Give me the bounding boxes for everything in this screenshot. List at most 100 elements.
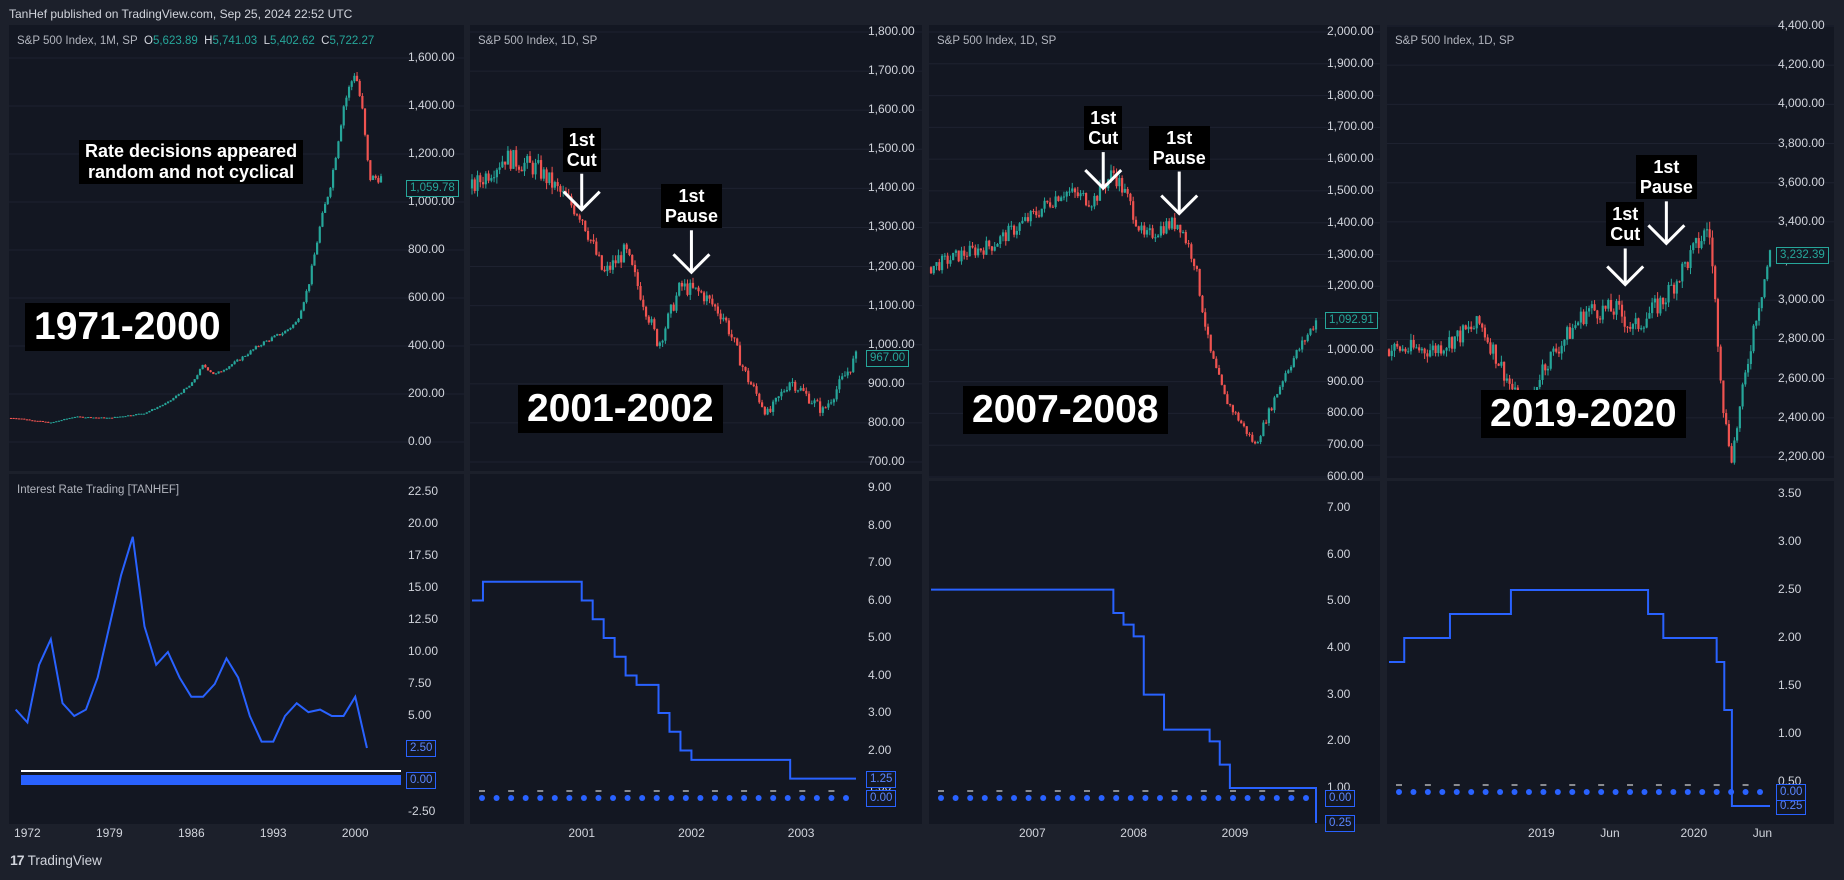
rate-event-dot xyxy=(1569,789,1576,795)
candle-body xyxy=(294,322,297,325)
rate-event-dot xyxy=(1244,795,1251,801)
price-tick-label: 2,800.00 xyxy=(1778,331,1825,346)
candle-body xyxy=(708,295,711,299)
candle-body xyxy=(185,387,188,390)
candle-body xyxy=(79,416,82,418)
rate-event-dot xyxy=(1259,795,1266,801)
candle-body xyxy=(308,284,311,292)
candle-body xyxy=(1733,440,1736,463)
rate-zero-band xyxy=(21,775,401,785)
candle-body xyxy=(476,175,479,191)
candle-body xyxy=(1664,302,1667,305)
footer-brand-text: TradingView xyxy=(27,852,102,868)
candle-body xyxy=(802,388,805,391)
candle-body xyxy=(965,255,969,257)
candle-body xyxy=(678,282,681,296)
price-tick-label: 700.00 xyxy=(1327,437,1364,452)
rate-tick-label: 3.00 xyxy=(1778,534,1802,548)
candle-body xyxy=(49,422,53,424)
rate-event-dot xyxy=(952,795,959,801)
candle-body xyxy=(517,166,521,170)
candle-body xyxy=(1467,326,1470,330)
candle-body xyxy=(749,382,753,385)
rate-line xyxy=(1389,589,1770,807)
candle-body xyxy=(592,239,595,242)
candle-body xyxy=(57,420,61,422)
ohlc-open: 5,623.89 xyxy=(152,35,198,47)
candle-body xyxy=(1173,217,1176,230)
candle-body xyxy=(586,230,590,240)
rate-event-dot xyxy=(843,795,849,801)
candle-body xyxy=(257,346,260,348)
candle-body xyxy=(1132,201,1135,220)
candle-body xyxy=(633,264,637,273)
rate-event-dot xyxy=(1627,789,1634,795)
candle-body xyxy=(509,150,512,169)
panel-2-indicator-pane[interactable] xyxy=(470,474,922,824)
candle-body xyxy=(1229,404,1232,406)
candle-body xyxy=(1711,237,1714,267)
candle-body xyxy=(39,420,42,422)
candle-body xyxy=(736,338,739,346)
candle-body xyxy=(755,386,758,394)
candle-body xyxy=(504,161,507,165)
rate-tick-label: 8.00 xyxy=(868,517,892,532)
candle-body xyxy=(198,369,202,376)
candle-body xyxy=(658,342,661,346)
footer-brand[interactable]: 17 TradingView xyxy=(10,852,102,868)
panel-1-price-pane[interactable]: S&P 500 Index, 1M, SP O5,623.89 H5,741.0… xyxy=(9,25,464,471)
candle-body xyxy=(305,291,308,303)
candle-body xyxy=(1276,394,1279,398)
rate-event-dot xyxy=(697,795,704,801)
candle-body xyxy=(1703,230,1706,242)
candle-body xyxy=(1546,368,1550,371)
candle-body xyxy=(84,417,87,419)
candle-body xyxy=(664,328,667,341)
rate-zero-label: 0.00 xyxy=(406,772,437,789)
candle-body xyxy=(111,417,114,419)
rate-event-dot xyxy=(1713,789,1720,795)
panel-3-indicator-pane[interactable] xyxy=(929,481,1380,824)
candle-body xyxy=(361,95,364,109)
rate-line xyxy=(14,536,368,749)
candle-body xyxy=(1407,351,1410,353)
candle-body xyxy=(559,186,562,192)
candle-body xyxy=(1201,295,1204,313)
panel-4-title: S&P 500 Index, 1D, SP xyxy=(1395,35,1515,47)
candle-body xyxy=(1478,316,1481,324)
rate-event-dot xyxy=(1453,789,1460,795)
candle-body xyxy=(1741,384,1744,407)
candle-body xyxy=(289,327,292,330)
candle-body xyxy=(780,391,783,397)
candle-body xyxy=(609,265,612,270)
candle-body xyxy=(498,167,501,170)
rate-event-dot xyxy=(784,795,791,801)
rate-zero-label: 0.00 xyxy=(1776,784,1807,801)
candle-body xyxy=(573,205,576,215)
rate-event-dot xyxy=(1511,789,1518,795)
price-tick-label: 1,000.00 xyxy=(868,336,915,351)
candle-body xyxy=(838,379,841,390)
candle-body xyxy=(528,156,532,163)
candle-body xyxy=(220,371,223,373)
candle-body xyxy=(148,410,151,413)
candle-body xyxy=(545,169,548,184)
panel-4-indicator-pane[interactable] xyxy=(1387,481,1834,824)
rate-event-dot xyxy=(996,795,1003,801)
x-tick-label: Jun xyxy=(1600,826,1620,840)
price-tick-label: 1,700.00 xyxy=(1327,119,1374,134)
panel-1-indicator-pane[interactable]: Interest Rate Trading [TANHEF] xyxy=(9,474,464,824)
ohlc-low-label: L xyxy=(263,35,270,47)
candle-body xyxy=(1692,243,1695,251)
candle-body xyxy=(1418,347,1421,351)
candle-body xyxy=(1426,353,1429,357)
candle-body xyxy=(1109,170,1113,180)
candle-body xyxy=(1181,232,1185,234)
candle-body xyxy=(1396,343,1399,347)
candle-body xyxy=(949,260,952,264)
candle-body xyxy=(228,366,231,369)
candle-body xyxy=(752,384,755,387)
tradingview-logo-icon: 17 xyxy=(10,852,25,868)
price-tick-label: 1,100.00 xyxy=(868,297,915,312)
candle-body xyxy=(172,398,175,401)
